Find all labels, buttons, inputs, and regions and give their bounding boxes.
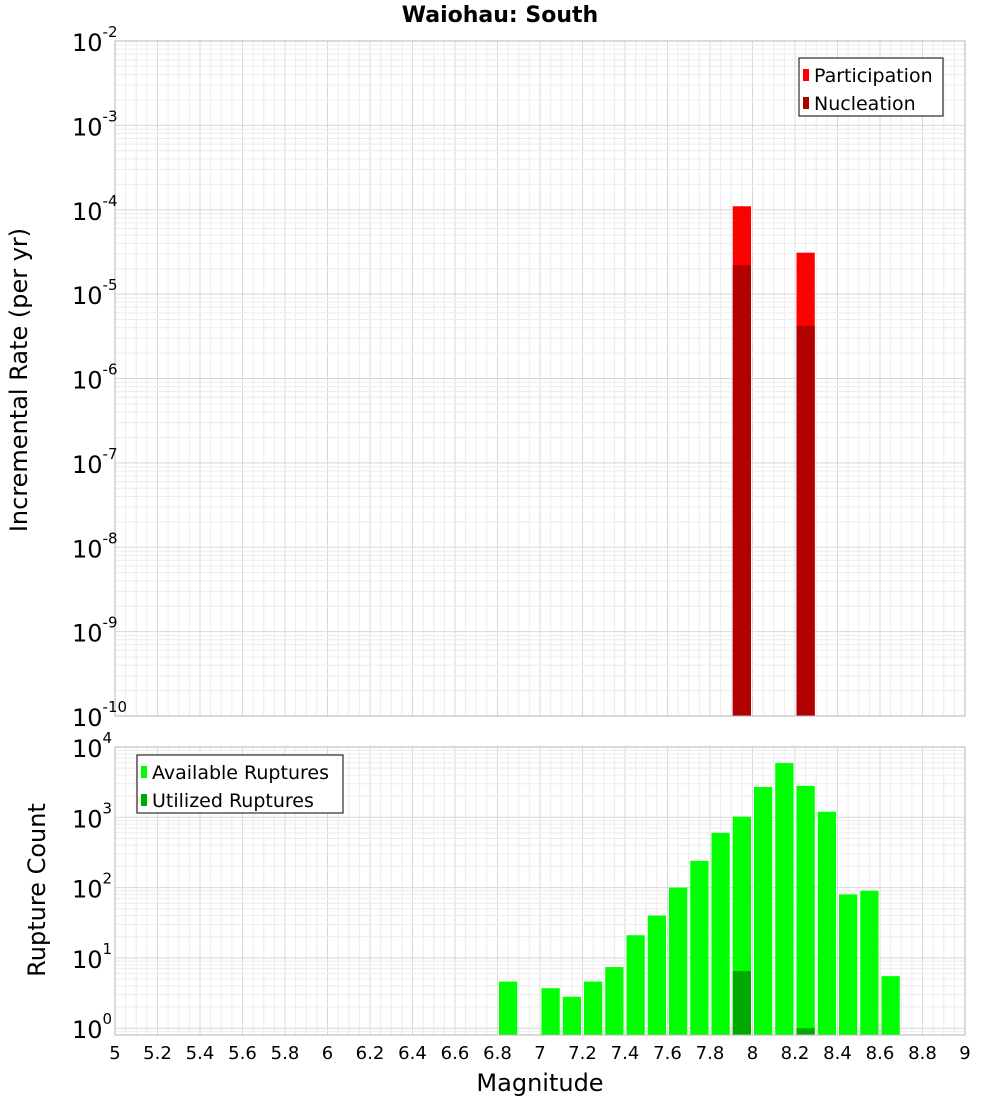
x-tick-label: 5.6 — [228, 1043, 257, 1064]
top-y-tick-label: 10-5 — [72, 276, 118, 310]
x-tick-label: 8.6 — [866, 1043, 895, 1064]
bottom-legend: Available Ruptures Utilized Ruptures — [136, 754, 344, 814]
bottom-legend-label: Available Ruptures — [152, 762, 329, 784]
bottom-bar — [796, 1028, 815, 1035]
bottom-bar — [881, 976, 900, 1035]
top-y-tick-label: 10-4 — [72, 192, 118, 226]
bottom-bar — [690, 860, 709, 1035]
bottom-plot-frame — [114, 746, 966, 1036]
bottom-bar — [839, 894, 858, 1035]
bottom-bar — [562, 996, 581, 1035]
bottom-y-tick-label: 100 — [72, 1010, 112, 1044]
chart-title: Waiohau: South — [402, 3, 598, 28]
top-plot-frame — [114, 40, 966, 717]
top-bar — [796, 325, 815, 716]
bottom-y-tick-label: 103 — [72, 799, 112, 833]
top-y-tick-label: 10-10 — [72, 698, 127, 732]
bottom-y-tick-label: 104 — [72, 729, 112, 763]
x-tick-label: 8 — [747, 1043, 758, 1064]
bottom-bar — [541, 988, 560, 1035]
bottom-bar — [860, 890, 879, 1035]
x-tick-label: 6.8 — [483, 1043, 512, 1064]
bottom-bar — [669, 887, 688, 1035]
bottom-bar — [754, 786, 773, 1035]
bottom-bar — [796, 785, 815, 1035]
top-legend-label: Participation — [814, 65, 933, 87]
top-legend-swatch — [803, 97, 809, 109]
x-tick-label: 6 — [322, 1043, 333, 1064]
bottom-bar — [584, 981, 603, 1035]
bottom-bar — [711, 832, 730, 1035]
bottom-y-tick-label: 102 — [72, 870, 112, 904]
top-y-tick-label: 10-2 — [72, 23, 118, 57]
x-tick-label: 7 — [534, 1043, 545, 1064]
bottom-bar — [732, 971, 751, 1035]
x-tick-label: 7.2 — [568, 1043, 597, 1064]
top-y-tick-label: 10-9 — [72, 614, 118, 648]
bottom-bar — [817, 811, 836, 1035]
top-legend-label: Nucleation — [814, 93, 916, 115]
top-legend-swatch — [803, 69, 809, 81]
x-tick-label: 5.8 — [271, 1043, 300, 1064]
bottom-bar — [605, 967, 624, 1035]
x-tick-label: 6.2 — [356, 1043, 385, 1064]
bottom-y-axis-label: Rupture Count — [23, 803, 51, 977]
x-tick-label: 5.4 — [186, 1043, 215, 1064]
x-tick-label: 6.6 — [441, 1043, 470, 1064]
bottom-bar — [775, 763, 794, 1035]
x-tick-label: 8.8 — [908, 1043, 937, 1064]
top-y-tick-label: 10-7 — [72, 445, 118, 479]
x-tick-label: 8.2 — [781, 1043, 810, 1064]
bottom-series-2 — [732, 971, 815, 1035]
top-y-tick-label: 10-3 — [72, 107, 118, 141]
top-legend: Participation Nucleation — [798, 57, 944, 117]
x-tick-label: 7.8 — [696, 1043, 725, 1064]
top-y-tick-label: 10-8 — [72, 529, 118, 563]
bottom-bar — [647, 915, 666, 1035]
x-axis-label: Magnitude — [476, 1069, 603, 1097]
incremental-rate-panel: 10-10 10-9 10-8 10-7 10-6 10-5 10-4 10-3 10-2 Par… — [72, 23, 966, 732]
x-tick-label: 8.4 — [823, 1043, 852, 1064]
x-tick-label: 6.4 — [398, 1043, 427, 1064]
x-tick-label: 7.6 — [653, 1043, 682, 1064]
rupture-count-panel: 100 101 102 103 104 5 5.2 5.4 5.6 5.8 6 6.2 6.4 6.6 6.… — [72, 729, 971, 1064]
top-y-tick-label: 10-6 — [72, 361, 118, 395]
bottom-legend-box — [136, 754, 344, 814]
top-bar — [732, 265, 751, 716]
bottom-bar — [626, 935, 645, 1035]
bottom-y-tick-label: 101 — [72, 940, 112, 974]
bottom-bar — [499, 981, 518, 1035]
x-tick-label: 5 — [109, 1043, 120, 1064]
bottom-legend-swatch — [141, 766, 147, 778]
top-grid — [114, 40, 966, 717]
x-tick-label: 9 — [959, 1043, 970, 1064]
x-tick-label: 7.4 — [611, 1043, 640, 1064]
top-y-axis-label: Incremental Rate (per yr) — [5, 228, 33, 532]
x-tick-label: 5.2 — [143, 1043, 172, 1064]
bottom-legend-label: Utilized Ruptures — [152, 790, 314, 812]
top-series-2 — [732, 265, 815, 716]
top-legend-box — [798, 57, 944, 117]
bottom-legend-swatch — [141, 794, 147, 806]
